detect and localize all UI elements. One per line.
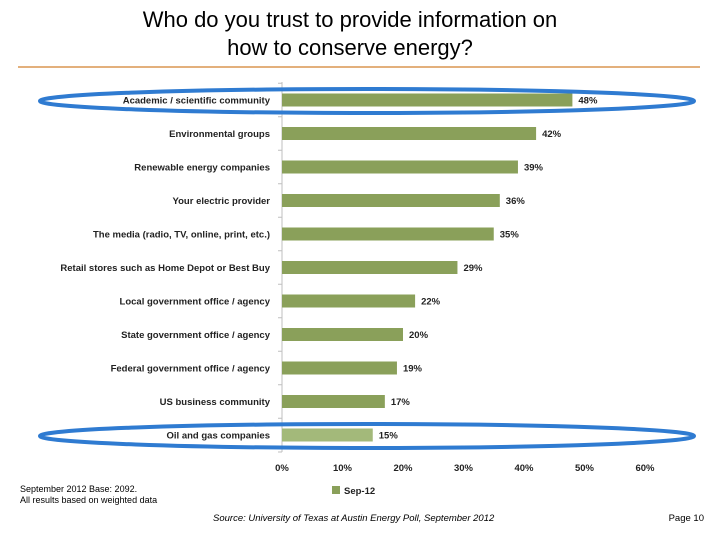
category-label: Environmental groups (169, 129, 270, 140)
category-label: Oil and gas companies (167, 431, 270, 442)
chart-title: Who do you trust to provide information … (100, 6, 600, 62)
source-note: Source: University of Texas at Austin En… (213, 513, 495, 524)
data-label: 36% (506, 196, 526, 207)
bar (282, 194, 500, 207)
category-label: State government office / agency (121, 330, 271, 341)
bar (282, 294, 416, 308)
data-label: 20% (409, 330, 429, 341)
category-label: Academic / scientific community (123, 96, 271, 107)
data-label: 19% (403, 364, 423, 375)
bar (282, 428, 373, 442)
highlight-ellipse (38, 87, 696, 115)
bar (282, 361, 397, 375)
data-label: 22% (421, 297, 441, 308)
category-label: US business community (160, 397, 271, 408)
category-label: The media (radio, TV, online, print, etc… (93, 230, 270, 241)
page-number: Page 10 (668, 513, 704, 524)
title-line-1: Who do you trust to provide information … (142, 7, 558, 32)
x-tick-label: 20% (393, 463, 413, 474)
footnote-line-1: September 2012 Base: 2092. (20, 484, 138, 494)
category-label: Renewable energy companies (134, 163, 270, 174)
base-footnote: September 2012 Base: 2092. All results b… (20, 484, 157, 506)
category-label: Your electric provider (173, 196, 271, 207)
title-line-2: how to conserve energy? (227, 35, 473, 60)
bar (282, 160, 518, 174)
title-divider (18, 66, 700, 68)
x-tick-label: 10% (333, 463, 353, 474)
data-label: 39% (524, 163, 544, 174)
category-label: Local government office / agency (120, 297, 271, 308)
highlight-ellipse (38, 422, 696, 450)
bar (282, 93, 573, 107)
footnote-line-2: All results based on weighted data (20, 495, 158, 505)
data-label: 17% (391, 397, 411, 408)
data-label: 15% (379, 431, 399, 442)
bar (282, 127, 537, 140)
category-label: Retail stores such as Home Depot or Best… (60, 263, 270, 274)
legend-label: Sep-12 (344, 486, 375, 497)
bar (282, 227, 494, 241)
data-label: 29% (463, 263, 483, 274)
x-tick-label: 0% (275, 463, 289, 474)
x-tick-label: 30% (454, 463, 474, 474)
x-tick-label: 40% (514, 463, 534, 474)
bar (282, 261, 458, 274)
bar (282, 395, 385, 408)
data-label: 48% (578, 96, 598, 107)
category-label: Federal government office / agency (111, 364, 271, 375)
legend-swatch (332, 486, 340, 494)
data-label: 42% (542, 129, 562, 140)
x-tick-label: 50% (575, 463, 595, 474)
x-tick-label: 60% (635, 463, 655, 474)
data-label: 35% (500, 230, 520, 241)
bar (282, 328, 403, 341)
